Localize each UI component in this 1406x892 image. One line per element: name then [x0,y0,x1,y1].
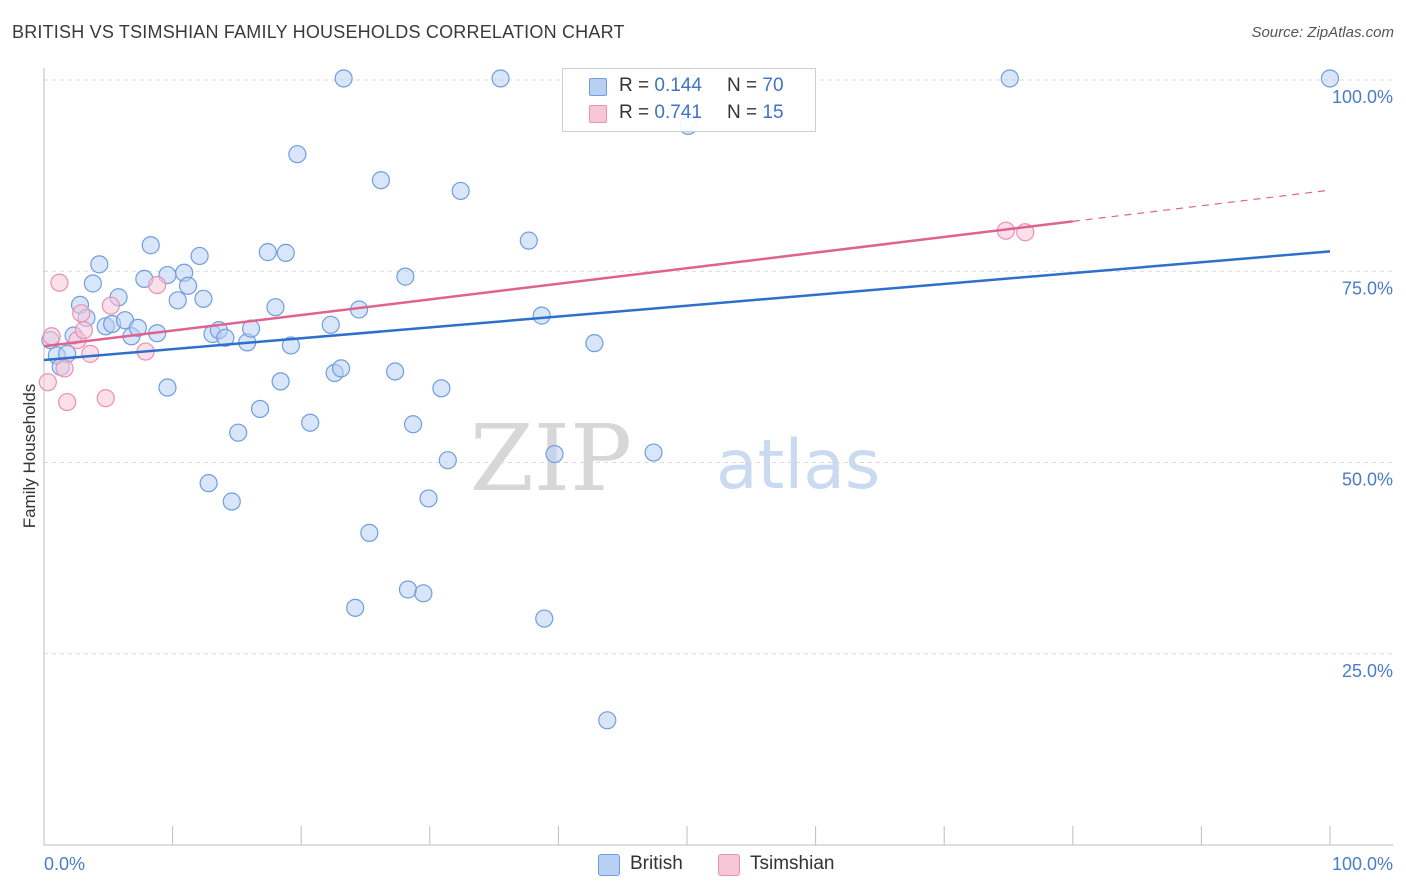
british-point-20 [168,291,187,310]
tsimshian-point-8 [81,344,100,363]
british-point-34 [258,243,277,262]
british-point-58 [491,69,510,88]
british-point-57 [451,181,470,201]
british-point-29 [222,492,241,511]
tsimshian-point-12 [148,275,167,295]
watermark: ZIP atlas [470,405,881,512]
british-point-38 [281,336,301,355]
british-point-22 [178,276,198,295]
tsimshian-point-4 [58,392,77,412]
british-point-28 [216,328,235,347]
y-tick-label-50: 50.0% [1342,470,1393,490]
trend-lines [43,189,1331,362]
legend-swatch-british [598,854,620,876]
y-tick-label-100: 100.0% [1332,87,1393,107]
x-tick-labels: 0.0% 100.0% [44,854,1393,874]
tsimshian-point-3 [55,359,74,378]
tsimshian-r-value: 0.741 [654,102,702,123]
axes [43,68,1393,846]
british-point-39 [288,145,307,164]
legend-swatch-tsimshian [718,854,740,876]
tsimshian-point-2 [50,273,69,292]
british-point-8 [90,255,109,274]
british-point-40 [301,413,320,432]
y-tick-label-25: 25.0% [1342,661,1393,681]
british-point-56 [438,451,457,470]
tsimshian-point-1 [42,327,61,346]
british-point-7 [83,274,102,293]
british-point-68 [1000,69,1019,88]
british-point-35 [266,298,285,317]
y-tick-label-75: 75.0% [1342,278,1393,298]
source-label: Source: ZipAtlas.com [1251,24,1394,41]
british-point-41 [321,315,340,334]
tsimshian-trend-extension [1072,189,1331,222]
british-point-43 [331,359,351,378]
tsimshian-point-9 [96,389,115,408]
british-point-51 [398,580,418,599]
tsimshian-point-10 [101,296,120,315]
legend-label-british: British [630,853,683,874]
british-point-59 [519,231,538,250]
british-swatch [589,78,607,96]
british-point-60 [532,306,551,325]
british-point-30 [229,423,248,442]
british-point-33 [250,399,270,419]
british-r-label: R = [619,75,655,96]
british-point-61 [535,609,554,628]
british-point-54 [419,489,438,508]
british-point-16 [141,236,160,255]
british-point-25 [199,474,218,493]
british-n-value: 70 [762,75,784,96]
british-point-48 [371,171,391,190]
british-point-47 [360,523,379,542]
british-point-50 [396,267,415,286]
legend-label-tsimshian: Tsimshian [750,853,835,874]
tsimshian-point-0 [38,373,57,392]
chart-title: BRITISH VS TSIMSHIAN FAMILY HOUSEHOLDS C… [12,22,625,42]
british-point-36 [271,372,290,391]
tsimshian-n-value: 15 [762,102,784,123]
tsimshian-point-6 [72,304,91,323]
british-point-63 [585,334,604,353]
british-point-44 [334,69,353,88]
tsimshian-point-7 [74,321,93,340]
british-point-65 [644,443,663,462]
british-point-69 [1320,69,1340,88]
british-point-49 [385,362,405,381]
british-point-64 [598,711,617,730]
tsimshian-n-label: N = [727,102,763,123]
british-point-24 [194,289,213,308]
tsimshian-swatch [589,105,607,123]
grid [44,79,1393,655]
british-point-14 [128,318,147,337]
data-points [38,69,1340,730]
legend: British Tsimshian [0,852,1406,878]
y-tick-labels: 25.0% 50.0% 75.0% 100.0% [1332,87,1393,681]
stats-box: R = 0.144 N = 70 R = 0.741 N = 15 [562,68,816,132]
british-point-45 [346,598,365,617]
watermark-atlas: atlas [716,426,880,505]
x-tick-label-min: 0.0% [44,854,85,874]
x-tick-label-max: 100.0% [1332,854,1393,874]
british-point-62 [545,444,564,464]
tsimshian-trend-line [43,220,1073,348]
british-r-value: 0.144 [654,75,702,96]
british-point-55 [432,379,451,398]
tsimshian-r-label: R = [619,102,655,123]
british-point-37 [276,243,295,262]
british-trend-line [43,250,1331,362]
british-point-23 [190,246,209,266]
british-point-53 [414,584,433,603]
british-n-label: N = [727,75,763,96]
british-point-52 [403,415,423,434]
british-point-19 [158,378,177,397]
